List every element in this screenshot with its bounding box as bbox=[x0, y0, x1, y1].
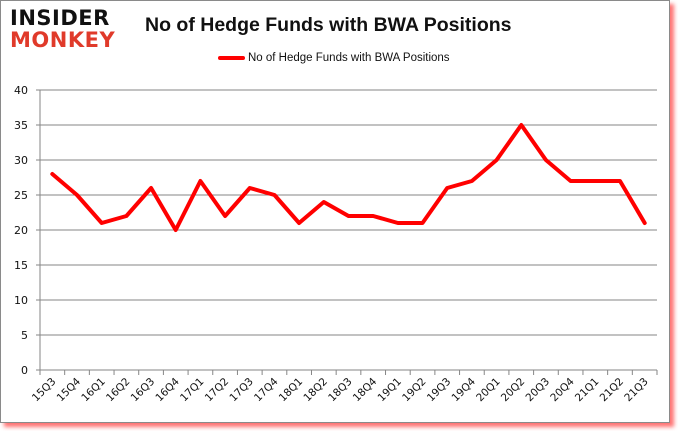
x-tick-label: 21Q3 bbox=[622, 376, 651, 405]
x-tick-label: 19Q4 bbox=[450, 375, 479, 404]
y-tick-label: 20 bbox=[14, 224, 28, 237]
x-tick-label: 16Q2 bbox=[104, 376, 133, 405]
y-tick-label: 35 bbox=[14, 119, 28, 132]
chart-title: No of Hedge Funds with BWA Positions bbox=[145, 14, 512, 36]
x-tick-label: 18Q3 bbox=[326, 376, 355, 405]
x-tick-label: 18Q2 bbox=[301, 376, 330, 405]
chart-frame bbox=[0, 0, 670, 423]
y-tick-label: 30 bbox=[14, 154, 28, 167]
chart-legend: No of Hedge Funds with BWA Positions bbox=[218, 52, 450, 64]
x-tick-label: 15Q3 bbox=[30, 376, 59, 405]
logo-line-1: INSIDER bbox=[10, 6, 110, 30]
y-tick-label: 5 bbox=[21, 329, 28, 342]
x-tick-label: 16Q1 bbox=[79, 376, 108, 405]
series-line bbox=[50, 123, 647, 232]
x-tick-label: 19Q1 bbox=[375, 376, 404, 405]
x-tick-label: 17Q1 bbox=[178, 376, 207, 405]
x-tick-label: 18Q4 bbox=[351, 375, 380, 404]
x-tick-label: 15Q4 bbox=[55, 375, 84, 404]
x-tick-label: 20Q2 bbox=[499, 376, 528, 405]
x-axis: 15Q315Q416Q116Q216Q316Q417Q117Q217Q317Q4… bbox=[30, 370, 658, 405]
y-tick-label: 15 bbox=[14, 259, 28, 272]
y-tick-label: 25 bbox=[14, 189, 28, 202]
y-tick-label: 40 bbox=[14, 84, 28, 97]
x-tick-label: 17Q3 bbox=[227, 376, 256, 405]
gridlines bbox=[36, 89, 657, 371]
x-tick-label: 16Q4 bbox=[153, 375, 182, 404]
x-tick-label: 21Q1 bbox=[573, 376, 602, 405]
x-tick-label: 19Q2 bbox=[400, 376, 429, 405]
legend-line-swatch-icon bbox=[218, 56, 245, 60]
insider-monkey-logo: INSIDER MONKEY bbox=[10, 8, 115, 51]
y-axis: 0 5 10 15 20 25 30 35 40 bbox=[14, 84, 28, 377]
y-tick-label: 0 bbox=[21, 364, 28, 377]
x-tick-label: 19Q3 bbox=[425, 376, 454, 405]
x-tick-label: 20Q1 bbox=[474, 376, 503, 405]
x-tick-label: 17Q4 bbox=[252, 375, 281, 404]
x-tick-label: 17Q2 bbox=[203, 376, 232, 405]
x-tick-label: 20Q3 bbox=[524, 376, 553, 405]
legend-label: No of Hedge Funds with BWA Positions bbox=[248, 52, 450, 64]
x-tick-label: 20Q4 bbox=[548, 375, 577, 404]
x-tick-label: 16Q3 bbox=[129, 376, 158, 405]
x-tick-label: 21Q2 bbox=[598, 376, 627, 405]
x-tick-label: 18Q1 bbox=[277, 376, 306, 405]
logo-line-2: MONKEY bbox=[10, 28, 116, 52]
y-tick-label: 10 bbox=[14, 294, 28, 307]
